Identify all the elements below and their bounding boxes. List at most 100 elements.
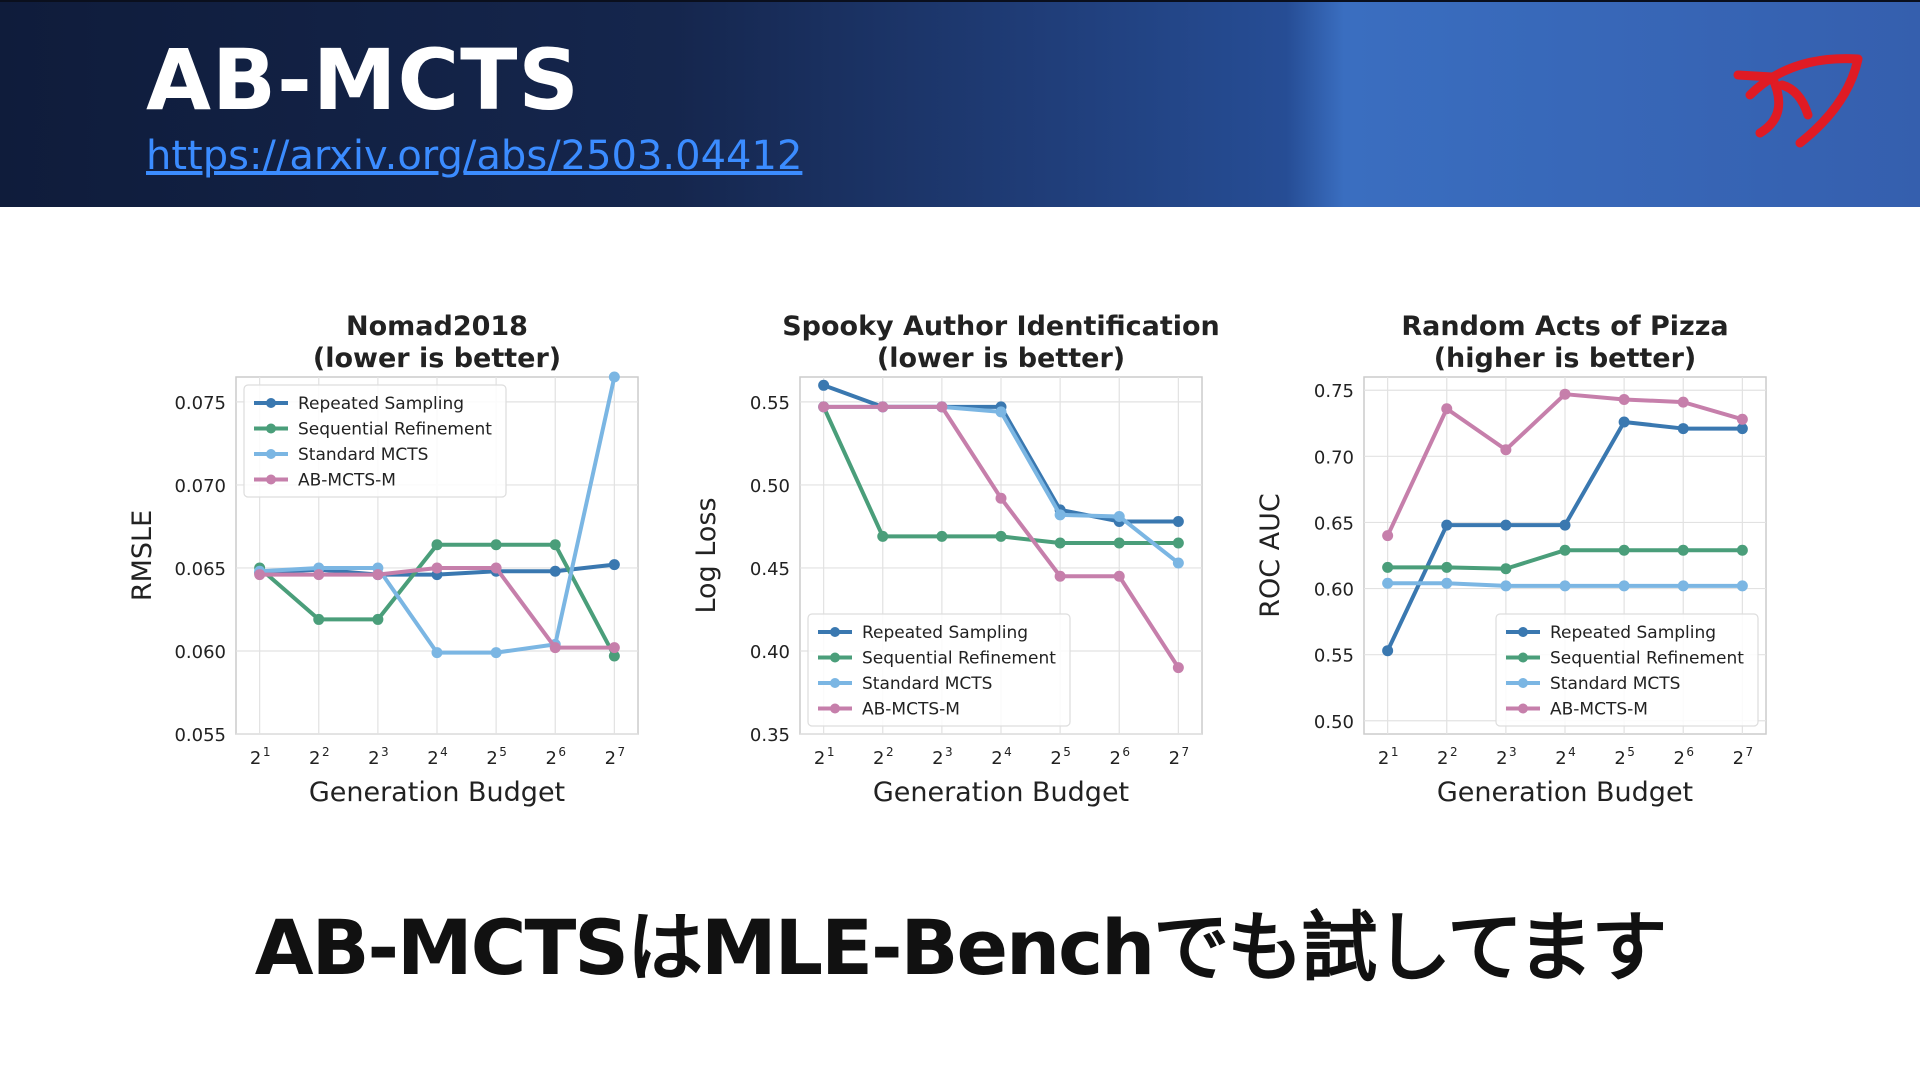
header-top-border (0, 0, 1920, 2)
x-tick-exponent: 4 (1004, 745, 1012, 759)
data-point (1441, 403, 1453, 415)
x-tick-exponent: 5 (499, 745, 507, 759)
y-tick-label: 0.060 (174, 642, 226, 663)
legend-label: Standard MCTS (298, 445, 428, 465)
chart-subtitle: (higher is better) (1434, 343, 1697, 374)
data-point (995, 406, 1007, 418)
data-point (1559, 544, 1571, 556)
data-point (1172, 662, 1184, 674)
data-point (1113, 537, 1125, 549)
x-tick-label: 2 (605, 748, 616, 769)
legend-label: Sequential Refinement (1550, 649, 1744, 669)
data-point (818, 401, 830, 413)
y-axis-label: RMSLE (127, 510, 158, 601)
y-tick-label: 0.070 (174, 476, 226, 497)
y-tick-label: 0.55 (750, 393, 790, 414)
data-point (1500, 580, 1512, 592)
y-tick-label: 0.50 (750, 476, 790, 497)
legend-box (243, 384, 507, 498)
legend-swatch-marker (830, 678, 840, 688)
data-point (431, 539, 443, 551)
data-point (1441, 561, 1453, 573)
legend-label: Sequential Refinement (298, 420, 492, 440)
y-tick-label: 0.55 (1314, 646, 1354, 667)
chart-subtitle: (lower is better) (877, 343, 1125, 374)
x-tick-label: 2 (427, 748, 438, 769)
x-tick-exponent: 6 (558, 745, 566, 759)
y-axis-label: ROC AUC (1255, 493, 1286, 618)
data-point (1500, 563, 1512, 575)
y-tick-label: 0.40 (750, 642, 790, 663)
data-point (1382, 645, 1394, 657)
x-tick-label: 2 (1555, 748, 1566, 769)
x-tick-exponent: 1 (263, 745, 271, 759)
y-axis-label: Log Loss (691, 497, 722, 613)
data-point (490, 562, 502, 574)
legend-swatch-marker (266, 423, 276, 434)
y-tick-label: 0.065 (174, 559, 226, 580)
legend-swatch-marker (1518, 627, 1528, 637)
chart-2: Spooky Author Identification(lower is be… (691, 311, 1220, 808)
legend-swatch-marker (830, 703, 840, 714)
data-point (1559, 519, 1571, 531)
data-point (490, 539, 502, 551)
legend-label: Repeated Sampling (1550, 623, 1716, 643)
data-point (608, 642, 620, 654)
data-point (1618, 393, 1630, 405)
data-point (549, 565, 561, 577)
data-point (1559, 580, 1571, 592)
x-tick-exponent: 1 (1391, 745, 1399, 759)
legend-box (807, 613, 1071, 727)
x-tick-label: 2 (814, 748, 825, 769)
data-point (1677, 544, 1689, 556)
x-tick-label: 2 (309, 748, 320, 769)
chart-3: Random Acts of Pizza(higher is better) 0.… (1255, 311, 1767, 808)
legend-label: Standard MCTS (1550, 674, 1680, 694)
chart-title: Spooky Author Identification (782, 311, 1220, 342)
x-tick-label: 2 (1496, 748, 1507, 769)
x-tick-label: 2 (1437, 748, 1448, 769)
legend-label: AB-MCTS-M (862, 700, 960, 720)
y-tick-label: 0.65 (1314, 513, 1354, 534)
data-point (372, 569, 384, 581)
legend-label: Repeated Sampling (862, 623, 1028, 643)
legend-label: AB-MCTS-M (1550, 700, 1648, 720)
legend-swatch-marker (1518, 652, 1528, 663)
data-point (313, 569, 325, 581)
y-tick-label: 0.60 (1314, 580, 1354, 601)
data-point (1113, 570, 1125, 582)
y-tick-label: 0.70 (1314, 447, 1354, 468)
data-point (608, 371, 620, 383)
data-point (1736, 423, 1748, 435)
data-point (995, 530, 1007, 542)
y-tick-label: 0.45 (750, 559, 790, 580)
legend-swatch-marker (1518, 703, 1528, 714)
x-tick-label: 2 (991, 748, 1002, 769)
x-tick-exponent: 6 (1122, 745, 1130, 759)
x-tick-exponent: 4 (1568, 745, 1576, 759)
data-point (549, 539, 561, 551)
arxiv-link[interactable]: https://arxiv.org/abs/2503.04412 (146, 133, 803, 179)
data-point (1382, 561, 1394, 573)
legend-label: AB-MCTS-M (298, 471, 396, 491)
data-point (936, 401, 948, 413)
data-point (1172, 537, 1184, 549)
footer-caption: AB-MCTSはMLE-Benchでも試してます (254, 903, 1667, 992)
x-tick-label: 2 (932, 748, 943, 769)
x-tick-label: 2 (368, 748, 379, 769)
x-tick-label: 2 (486, 748, 497, 769)
data-point (1054, 570, 1066, 582)
data-point (1054, 537, 1066, 549)
data-point (1500, 519, 1512, 531)
legend-swatch-marker (830, 652, 840, 663)
slide-title: AB-MCTS (146, 31, 580, 129)
data-point (1500, 444, 1512, 456)
data-point (877, 401, 889, 413)
data-point (995, 492, 1007, 504)
chart-title: Random Acts of Pizza (1401, 311, 1728, 342)
x-tick-exponent: 7 (1182, 745, 1190, 759)
legend-swatch-marker (266, 474, 276, 485)
x-tick-label: 2 (1674, 748, 1685, 769)
chart-1: Nomad2018(lower is better) 0.055 0.060 0.06… (127, 311, 639, 808)
